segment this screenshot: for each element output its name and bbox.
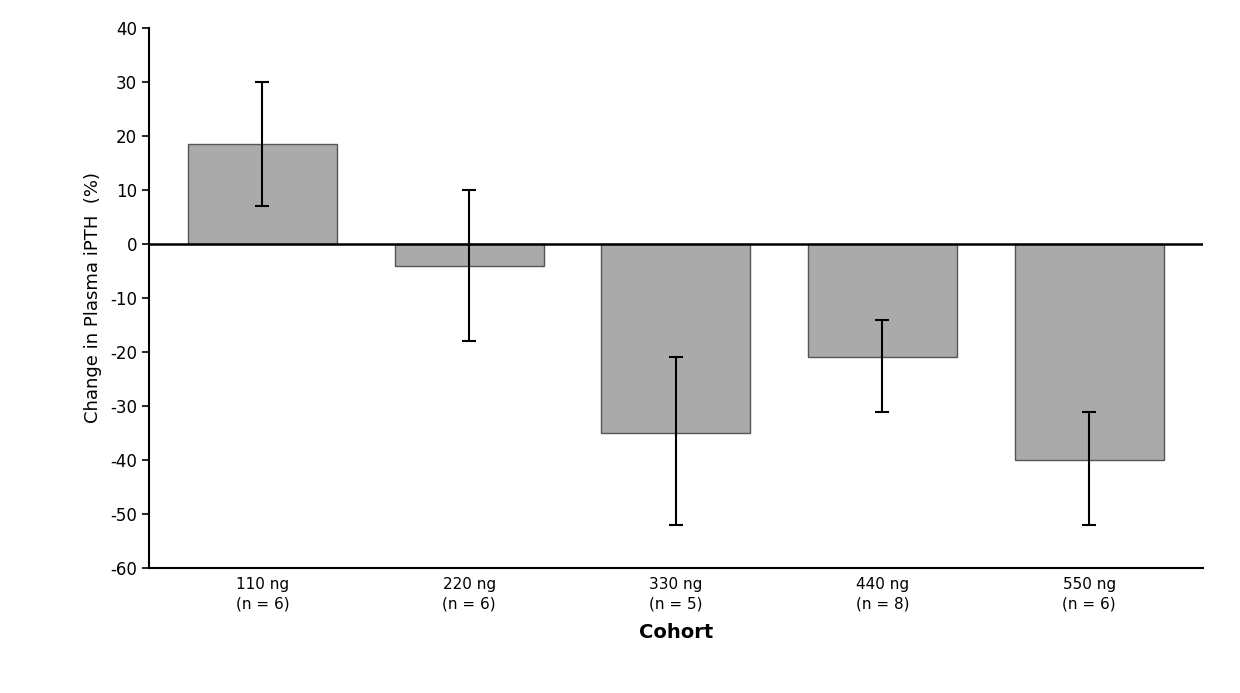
X-axis label: Cohort: Cohort <box>639 622 713 642</box>
Bar <box>1014 244 1163 460</box>
Bar <box>808 244 957 358</box>
Bar <box>188 144 337 244</box>
Bar <box>394 244 543 265</box>
Bar <box>601 244 750 433</box>
Y-axis label: Change in Plasma iPTH  (%): Change in Plasma iPTH (%) <box>83 173 102 423</box>
